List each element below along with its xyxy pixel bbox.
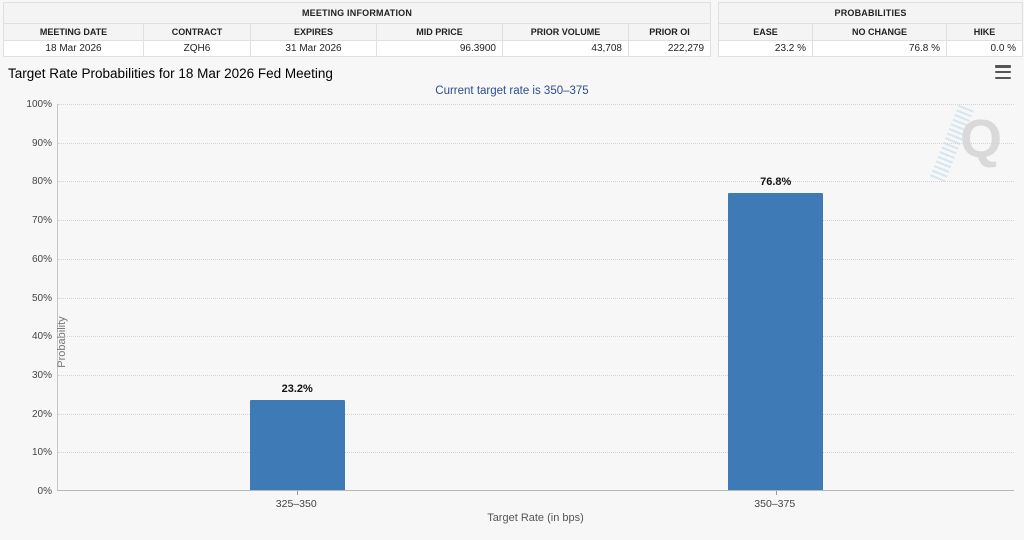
gridline <box>58 452 1014 454</box>
prior-oi-value: 222,279 <box>627 40 712 57</box>
gridline <box>58 142 1014 144</box>
gridline <box>58 413 1014 415</box>
col-ease: EASE <box>718 23 814 41</box>
bar-data-label: 23.2% <box>281 383 313 396</box>
gridline <box>58 220 1014 222</box>
meeting-date-value: 18 Mar 2026 <box>3 40 144 57</box>
col-prior-volume: PRIOR VOLUME <box>502 23 629 41</box>
y-axis-labels: 0% 10% 20% 30% 40% 50% 60% 70% 80% 90% 100% <box>0 99 52 497</box>
gridline <box>58 297 1014 299</box>
x-axis-labels: 325–350 350–375 <box>57 498 1014 512</box>
col-meeting-date: MEETING DATE <box>3 23 144 41</box>
y-tick-label: 100% <box>26 99 52 110</box>
plot-area: Probability Q 23.2% 76.8% <box>56 103 1014 495</box>
col-contract: CONTRACT <box>143 23 251 41</box>
gridline <box>58 181 1014 183</box>
no-change-value: 76.8 % <box>812 40 948 57</box>
x-category-label: 350–375 <box>754 498 796 510</box>
y-tick-label: 50% <box>31 292 52 304</box>
probabilities-table: PROBABILITIES EASE NO CHANGE HIKE 23.2 %… <box>718 2 1024 57</box>
gridline <box>58 374 1014 376</box>
y-tick-label: 80% <box>31 176 52 188</box>
prior-volume-value: 43,708 <box>502 40 629 57</box>
probabilities-row: 23.2 % 76.8 % 0.0 % <box>718 40 1024 57</box>
chart-subtitle: Current target rate is 350–375 <box>435 85 589 97</box>
chart-container: Target Rate Probabilities for 18 Mar 202… <box>0 58 1024 540</box>
gridline <box>58 104 1014 105</box>
meeting-information-title: MEETING INFORMATION <box>2 2 712 24</box>
chart-title: Target Rate Probabilities for 18 Mar 202… <box>8 66 333 81</box>
mid-price-value: 96.3900 <box>376 40 503 57</box>
hamburger-icon[interactable] <box>995 65 1011 79</box>
y-tick-label: 40% <box>31 331 52 343</box>
bar-data-label: 76.8% <box>760 175 792 188</box>
col-mid-price: MID PRICE <box>376 23 503 41</box>
probability-bar-325–350[interactable] <box>249 400 345 490</box>
y-tick-label: 20% <box>31 408 52 420</box>
watermark-q-letter: Q <box>959 109 1002 169</box>
meeting-information-row: 18 Mar 2026 ZQH6 31 Mar 2026 96.3900 43,… <box>3 40 712 57</box>
y-tick-label: 0% <box>37 486 52 497</box>
ease-value: 23.2 % <box>718 40 814 57</box>
x-category-label: 325–350 <box>275 498 317 510</box>
x-axis-tick <box>775 491 777 495</box>
x-axis-tick <box>297 491 299 495</box>
col-hike: HIKE <box>946 23 1024 41</box>
y-tick-label: 10% <box>31 447 52 459</box>
hike-value: 0.0 % <box>946 40 1024 57</box>
y-tick-label: 90% <box>31 137 52 149</box>
col-prior-oi: PRIOR OI <box>627 23 712 41</box>
top-tables: MEETING INFORMATION MEETING DATE CONTRAC… <box>2 2 1024 57</box>
meeting-information-table: MEETING INFORMATION MEETING DATE CONTRAC… <box>2 2 712 57</box>
col-expires: EXPIRES <box>250 23 377 41</box>
gridline <box>58 336 1014 338</box>
quikstrike-watermark-icon: Q <box>929 103 1002 183</box>
y-axis-title: Probability <box>56 316 68 368</box>
gridline <box>58 258 1014 260</box>
y-tick-label: 60% <box>31 253 52 265</box>
col-no-change: NO CHANGE <box>812 23 948 41</box>
x-axis-title: Target Rate (in bps) <box>487 512 584 524</box>
expires-value: 31 Mar 2026 <box>250 40 377 57</box>
contract-value: ZQH6 <box>143 40 251 57</box>
y-tick-label: 70% <box>31 215 52 227</box>
probability-bar-350–375[interactable] <box>728 192 824 490</box>
probabilities-title: PROBABILITIES <box>718 2 1024 24</box>
y-tick-label: 30% <box>31 369 52 381</box>
